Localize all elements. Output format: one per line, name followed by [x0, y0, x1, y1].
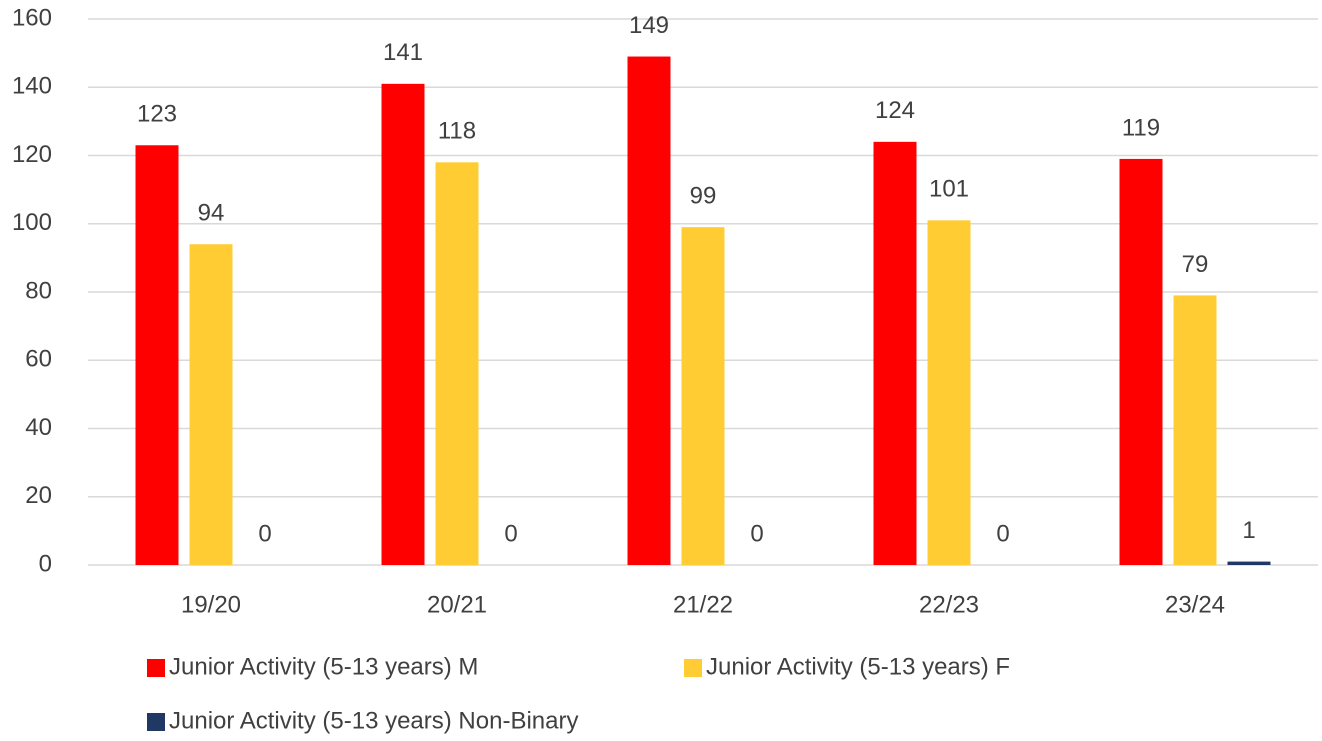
bar	[135, 145, 179, 565]
data-label: 149	[629, 12, 669, 39]
bar	[927, 220, 971, 565]
y-tick-label: 100	[12, 209, 52, 236]
y-tick-label: 0	[39, 550, 52, 577]
data-label: 0	[258, 520, 271, 547]
legend-swatch	[147, 659, 165, 677]
data-label: 1	[1242, 517, 1255, 544]
bar	[1119, 158, 1163, 565]
data-label: 118	[438, 118, 476, 145]
bar	[627, 56, 671, 565]
data-label: 79	[1182, 251, 1209, 278]
data-label: 0	[504, 520, 517, 547]
data-label: 99	[690, 183, 717, 210]
x-tick-label: 19/20	[181, 591, 241, 618]
y-tick-label: 140	[12, 73, 52, 100]
y-tick-label: 40	[25, 414, 52, 441]
data-label: 119	[1122, 114, 1160, 141]
data-label: 123	[137, 101, 177, 128]
x-tick-label: 23/24	[1165, 591, 1225, 618]
legend-label: Junior Activity (5-13 years) Non-Binary	[169, 707, 578, 734]
data-label: 0	[750, 520, 763, 547]
data-label: 141	[383, 39, 423, 66]
legend-label: Junior Activity (5-13 years) F	[706, 653, 1010, 680]
bar	[435, 162, 479, 565]
data-label: 94	[198, 200, 225, 227]
bar	[1227, 561, 1271, 565]
y-tick-label: 60	[25, 346, 52, 373]
legend-label: Junior Activity (5-13 years) M	[169, 653, 478, 680]
data-label: 101	[929, 176, 969, 203]
y-tick-label: 160	[12, 4, 52, 31]
legend-swatch	[684, 659, 702, 677]
bar	[189, 244, 233, 565]
bar	[873, 141, 917, 565]
y-tick-label: 80	[25, 277, 52, 304]
bar	[1173, 295, 1217, 565]
data-label: 124	[875, 97, 915, 124]
legend-swatch	[147, 713, 165, 731]
data-label: 0	[996, 520, 1009, 547]
x-tick-label: 20/21	[427, 591, 487, 618]
x-tick-label: 21/22	[673, 591, 733, 618]
bar	[681, 227, 725, 565]
y-tick-label: 120	[12, 141, 52, 168]
y-tick-label: 20	[25, 482, 52, 509]
bar	[381, 83, 425, 566]
x-tick-label: 22/23	[919, 591, 979, 618]
